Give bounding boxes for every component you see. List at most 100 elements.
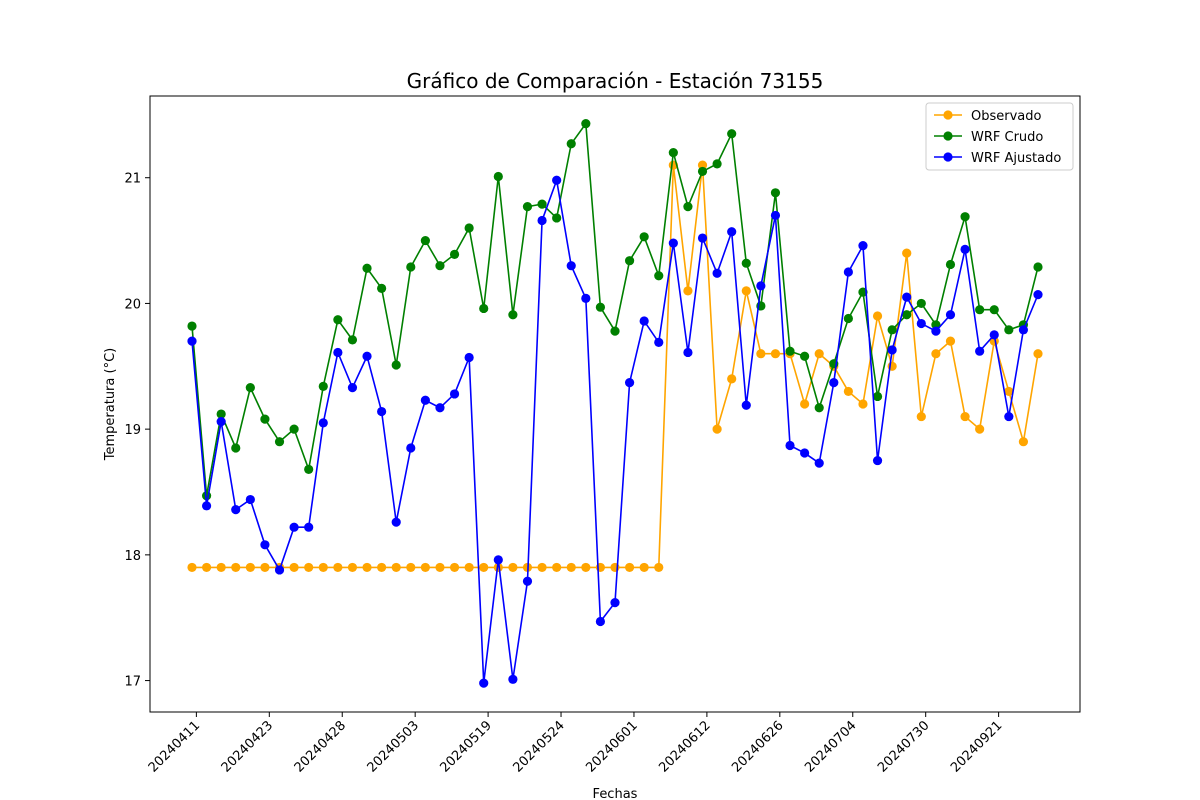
data-point xyxy=(566,261,576,271)
legend-item: WRF Ajustado xyxy=(934,151,1061,166)
data-point xyxy=(654,337,664,347)
data-point xyxy=(843,313,853,324)
data-point xyxy=(843,386,853,397)
data-point xyxy=(377,283,387,293)
data-point xyxy=(639,316,649,326)
data-point xyxy=(391,360,401,370)
data-point xyxy=(902,310,912,320)
data-point xyxy=(945,259,956,270)
data-point xyxy=(595,616,606,627)
data-point xyxy=(508,310,518,320)
data-point xyxy=(289,562,299,573)
data-point xyxy=(260,562,270,573)
data-point xyxy=(201,562,212,573)
data-point xyxy=(989,330,999,340)
data-point xyxy=(347,562,358,573)
data-point xyxy=(770,188,781,198)
data-point xyxy=(260,540,270,550)
legend: Observado WRF Crudo WRF Ajustado xyxy=(925,102,1074,171)
data-point xyxy=(872,455,883,466)
data-point xyxy=(245,383,255,393)
data-point xyxy=(668,238,678,248)
data-point xyxy=(216,417,226,427)
data-point xyxy=(216,409,226,419)
data-point xyxy=(770,210,781,221)
data-point xyxy=(552,175,562,185)
data-point xyxy=(975,424,985,434)
data-point xyxy=(537,562,547,573)
data-point xyxy=(304,464,314,474)
data-point xyxy=(960,212,970,222)
data-point xyxy=(814,458,824,468)
data-point xyxy=(1018,325,1029,335)
data-point xyxy=(464,352,474,363)
data-point xyxy=(581,562,591,573)
data-point xyxy=(916,411,926,422)
data-point xyxy=(902,248,912,258)
data-point xyxy=(493,555,503,565)
data-point xyxy=(697,233,708,243)
data-point xyxy=(435,403,445,413)
data-point xyxy=(333,315,343,325)
y-tick-label: 21 xyxy=(124,172,141,187)
data-point xyxy=(464,223,474,233)
data-point xyxy=(887,325,897,335)
data-point xyxy=(377,562,387,573)
data-point xyxy=(245,562,255,573)
data-point xyxy=(274,437,285,447)
data-point xyxy=(668,147,678,158)
data-point xyxy=(654,271,664,281)
data-point xyxy=(697,166,708,177)
data-point xyxy=(435,261,445,271)
data-point xyxy=(727,374,737,384)
data-point xyxy=(683,286,693,296)
data-point xyxy=(201,501,212,511)
data-point xyxy=(814,403,824,413)
data-point xyxy=(770,349,781,359)
data-point xyxy=(712,268,722,278)
data-point xyxy=(347,335,358,345)
data-point xyxy=(420,562,430,573)
data-point xyxy=(741,258,751,268)
data-point xyxy=(829,378,839,388)
data-point xyxy=(581,119,591,129)
data-point xyxy=(741,286,751,296)
data-point xyxy=(187,336,197,346)
data-point xyxy=(639,232,649,242)
data-point xyxy=(449,389,460,399)
data-point xyxy=(493,171,503,182)
y-tick-label: 19 xyxy=(124,423,141,438)
data-point xyxy=(800,448,810,458)
data-point xyxy=(727,227,737,237)
data-point xyxy=(260,414,270,424)
legend-label: WRF Ajustado xyxy=(971,151,1061,166)
legend-marker xyxy=(943,152,953,162)
data-point xyxy=(231,505,241,515)
data-point xyxy=(595,302,606,312)
data-point xyxy=(960,244,970,254)
data-point xyxy=(960,411,970,422)
data-point xyxy=(931,326,941,336)
data-point xyxy=(216,562,226,573)
data-point xyxy=(289,424,299,434)
data-point xyxy=(245,494,255,505)
data-point xyxy=(887,345,897,355)
data-point xyxy=(814,349,824,359)
data-point xyxy=(697,160,708,170)
y-tick-label: 20 xyxy=(124,297,141,312)
series-wrf-crudo xyxy=(187,119,1043,501)
data-point xyxy=(508,674,518,684)
data-point xyxy=(231,562,241,573)
data-point xyxy=(289,522,299,532)
chart-title: Gráfico de Comparación - Estación 73155 xyxy=(407,69,824,93)
data-point xyxy=(1004,386,1014,397)
data-point xyxy=(712,159,722,169)
data-point xyxy=(552,562,562,573)
data-point xyxy=(479,562,489,573)
data-point xyxy=(274,565,285,575)
data-point xyxy=(420,235,430,246)
plot-area xyxy=(187,119,1043,688)
data-point xyxy=(479,678,489,688)
data-point xyxy=(843,267,853,277)
